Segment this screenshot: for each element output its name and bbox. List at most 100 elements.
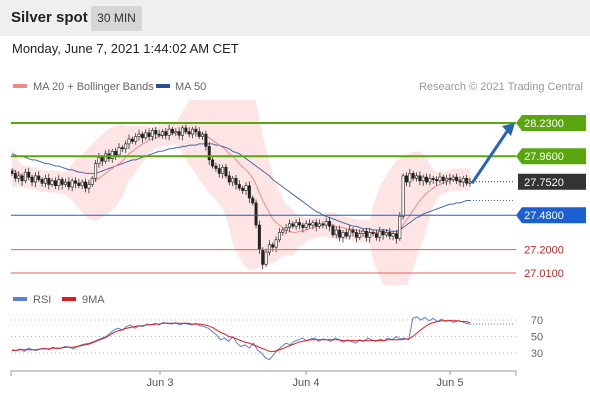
- candle: [384, 228, 388, 238]
- candle: [344, 228, 348, 239]
- candle: [415, 172, 419, 182]
- candle: [237, 180, 241, 191]
- candle: [284, 224, 288, 235]
- candle: [120, 145, 124, 153]
- level-label: 27.2000: [524, 245, 564, 257]
- candle: [67, 177, 71, 191]
- candle: [234, 174, 238, 190]
- support-tag: [516, 207, 586, 224]
- current-price-label: 27.7520: [524, 177, 564, 189]
- candle: [90, 175, 94, 187]
- forecast-arrow-head: [502, 123, 515, 136]
- candle: [43, 174, 47, 188]
- candle: [281, 227, 285, 236]
- candle: [388, 228, 392, 240]
- candle: [144, 129, 148, 141]
- candle: [53, 177, 57, 190]
- candle: [371, 229, 375, 237]
- x-tick-label: Jun 4: [293, 377, 320, 389]
- x-tick-label: Jun 5: [437, 377, 464, 389]
- level-label: 27.9600: [524, 151, 564, 163]
- candle: [321, 221, 325, 229]
- candle: [254, 199, 258, 229]
- candle: [314, 219, 318, 232]
- candle: [298, 218, 302, 230]
- x-tick-label: Jun 3: [147, 377, 174, 389]
- candle: [461, 175, 465, 188]
- candle: [404, 172, 408, 187]
- candle: [124, 140, 128, 153]
- candle: [170, 126, 174, 136]
- candle: [211, 157, 215, 169]
- level-label: 28.2300: [524, 118, 564, 130]
- candle: [70, 178, 74, 192]
- candle: [358, 229, 362, 240]
- candle: [458, 176, 462, 187]
- current-price-tag: [518, 173, 586, 190]
- candle: [60, 177, 64, 190]
- ma50-legend-label: MA 50: [175, 81, 206, 93]
- candle: [40, 177, 44, 187]
- candle: [187, 127, 191, 138]
- candle: [50, 178, 54, 187]
- candle: [127, 134, 131, 149]
- candle: [324, 217, 328, 230]
- candle: [438, 172, 442, 184]
- candle: [448, 173, 452, 185]
- candle: [201, 131, 205, 140]
- candle: [354, 228, 358, 243]
- candle: [291, 221, 295, 229]
- candle: [74, 177, 78, 189]
- instrument-title: Silver spot: [11, 9, 88, 26]
- candle: [184, 124, 188, 135]
- candle: [194, 125, 198, 137]
- candle: [94, 160, 98, 182]
- candle: [341, 229, 345, 243]
- candle: [37, 171, 41, 183]
- candle: [214, 162, 218, 172]
- candle: [301, 222, 305, 233]
- level-label: 27.4800: [524, 210, 564, 222]
- candle: [221, 164, 225, 179]
- candle: [180, 125, 184, 141]
- candle: [334, 226, 338, 239]
- candle: [351, 227, 355, 237]
- candle: [465, 174, 469, 186]
- candle: [207, 141, 211, 165]
- candle: [27, 167, 31, 181]
- candle: [311, 220, 315, 230]
- candle: [411, 170, 415, 181]
- candle: [150, 127, 154, 141]
- candle: [197, 127, 201, 139]
- rsi-tick-label: 50: [531, 332, 543, 344]
- timeframe-badge[interactable]: 30 MIN: [91, 6, 142, 31]
- candle: [84, 178, 88, 193]
- rsi-ma-line: [12, 320, 471, 352]
- candle: [294, 219, 298, 230]
- rsi-line: [11, 316, 471, 361]
- level-label: 27.0100: [524, 268, 564, 280]
- candle: [445, 174, 449, 185]
- candle: [304, 220, 308, 230]
- candle: [421, 174, 425, 186]
- candle: [17, 171, 21, 183]
- candle: [308, 219, 312, 229]
- candle: [318, 219, 322, 229]
- candle: [231, 175, 235, 187]
- candle: [47, 173, 51, 190]
- candle: [374, 230, 378, 241]
- candle: [391, 231, 395, 241]
- candle: [338, 225, 342, 242]
- candle: [451, 174, 455, 183]
- candle: [244, 182, 248, 195]
- candle: [177, 127, 181, 140]
- candle: [251, 195, 255, 206]
- candle: [191, 126, 195, 139]
- candle: [20, 173, 24, 186]
- candle: [247, 181, 251, 204]
- candle: [455, 173, 459, 185]
- candle: [137, 129, 141, 141]
- candle: [130, 136, 134, 144]
- candle: [267, 240, 271, 256]
- candle: [30, 174, 34, 187]
